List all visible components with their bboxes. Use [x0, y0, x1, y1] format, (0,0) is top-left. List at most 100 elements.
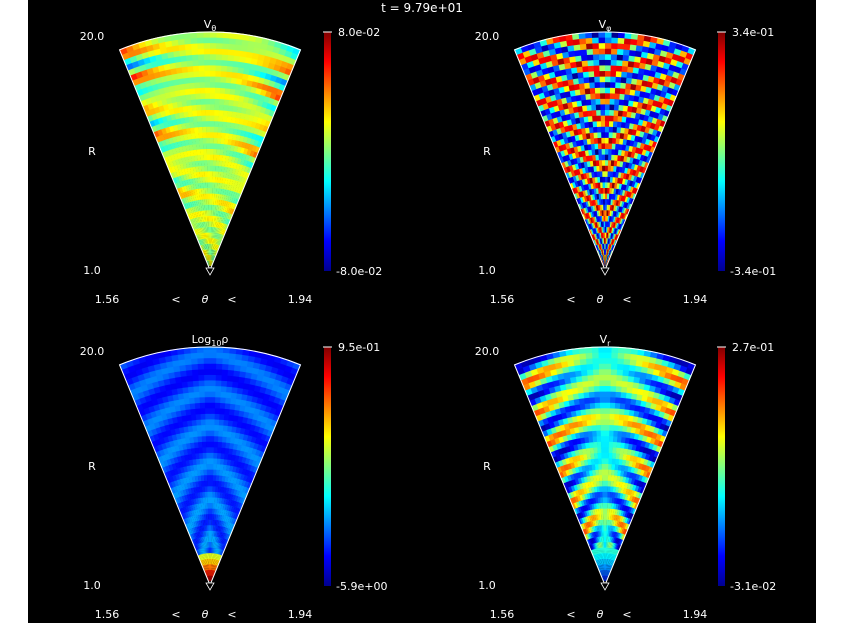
- heatmap-cell: [191, 104, 197, 111]
- heatmap-cell: [611, 547, 614, 554]
- heatmap-cell: [197, 233, 201, 240]
- heatmap-cell: [164, 40, 173, 48]
- heatmap-cell: [615, 396, 622, 404]
- heatmap-cell: [224, 527, 229, 534]
- heatmap-cell: [592, 205, 596, 212]
- heatmap-cell: [195, 537, 199, 544]
- heatmap-cell: [606, 563, 608, 571]
- heatmap-cell: [651, 59, 660, 67]
- heatmap-cell: [190, 218, 195, 225]
- heatmap-cell: [210, 220, 212, 228]
- heatmap-cell: [628, 55, 636, 62]
- heatmap-cell: [203, 42, 211, 49]
- heatmap-cell: [655, 65, 664, 74]
- heatmap-cell: [598, 524, 601, 532]
- heatmap-cell: [188, 207, 193, 214]
- heatmap-cell: [198, 131, 203, 139]
- heatmap-cell: [658, 78, 666, 86]
- heatmap-cell: [210, 535, 212, 543]
- heatmap-cell: [568, 365, 576, 373]
- heatmap-cell: [218, 419, 225, 426]
- heatmap-cell: [226, 430, 232, 438]
- heatmap-cell: [198, 480, 202, 487]
- heatmap-cell: [220, 549, 224, 556]
- heatmap-cell: [200, 187, 204, 195]
- heatmap-cell: [215, 243, 218, 251]
- heatmap-cell: [618, 532, 622, 539]
- heatmap-cell: [606, 204, 609, 211]
- heatmap-cell: [579, 88, 586, 95]
- heatmap-cell: [605, 575, 608, 582]
- heatmap-cell: [605, 248, 607, 255]
- heatmap-cell: [206, 131, 211, 138]
- heatmap-cell: [573, 358, 581, 366]
- heatmap-cell: [191, 475, 196, 483]
- heatmap-cell: [614, 154, 619, 161]
- heatmap-cell: [582, 138, 588, 146]
- heatmap-cell: [190, 487, 195, 494]
- heatmap-cell: [549, 368, 558, 377]
- heatmap-cell: [591, 549, 595, 556]
- heatmap-cell: [219, 148, 224, 156]
- heatmap-cell: [196, 486, 200, 493]
- heatmap-cell: [210, 187, 213, 194]
- heatmap-cell: [580, 184, 585, 192]
- heatmap-cell: [568, 84, 576, 92]
- panel-title-sub: r: [607, 339, 611, 348]
- colorbar-min-label: -3.1e-02: [730, 580, 776, 593]
- heatmap-cell: [227, 374, 234, 382]
- heatmap-cell: [240, 359, 249, 367]
- heatmap-cell: [586, 160, 591, 168]
- heatmap-cell: [207, 254, 209, 261]
- heatmap-cell: [226, 386, 233, 393]
- heatmap-cell: [546, 415, 554, 424]
- heatmap-cell: [597, 457, 602, 465]
- panel-title: Vφ: [599, 18, 612, 33]
- heatmap-cell: [643, 161, 650, 169]
- heatmap-cell: [622, 419, 629, 427]
- heatmap-cell: [210, 159, 214, 166]
- heatmap-cell: [143, 371, 152, 380]
- heatmap-cell: [587, 217, 591, 225]
- heatmap-cell: [171, 388, 179, 396]
- heatmap-cell: [607, 248, 610, 256]
- heatmap-cell: [213, 446, 218, 454]
- heatmap-cell: [604, 558, 606, 565]
- heatmap-cell: [238, 95, 245, 103]
- heatmap-cell: [220, 385, 228, 393]
- heatmap-cell: [222, 216, 226, 224]
- heatmap-cell: [596, 480, 600, 487]
- heatmap-cell: [178, 507, 184, 515]
- heatmap-cell: [225, 183, 230, 191]
- heatmap-cell: [145, 44, 155, 52]
- heatmap-cell: [592, 435, 598, 443]
- heatmap-cell: [213, 232, 216, 239]
- heatmap-cell: [208, 220, 211, 228]
- heatmap-cell: [241, 182, 246, 190]
- heatmap-cell: [623, 504, 628, 512]
- heatmap-cell: [235, 174, 241, 182]
- heatmap-cell: [576, 437, 582, 445]
- heatmap-cell: [599, 390, 606, 398]
- heatmap-cell: [621, 115, 627, 123]
- heatmap-cell: [204, 243, 207, 250]
- heatmap-cell: [192, 374, 200, 382]
- heatmap-cell: [583, 527, 588, 535]
- heatmap-cell: [163, 435, 170, 444]
- heatmap-cell: [202, 452, 207, 459]
- heatmap-cell: [224, 515, 228, 522]
- heatmap-cell: [658, 55, 667, 63]
- heatmap-cell: [206, 452, 211, 459]
- heatmap-cell: [603, 215, 606, 222]
- heatmap-cell: [587, 223, 591, 230]
- heatmap-cell: [564, 90, 572, 98]
- heatmap-cell: [630, 489, 636, 497]
- heatmap-cell: [605, 131, 610, 138]
- heatmap-cell: [593, 525, 597, 532]
- heatmap-cell: [185, 408, 192, 416]
- heatmap-cell: [577, 71, 584, 79]
- heatmap-cell: [595, 98, 601, 105]
- heatmap-cell: [548, 363, 557, 371]
- heatmap-cell: [589, 199, 593, 207]
